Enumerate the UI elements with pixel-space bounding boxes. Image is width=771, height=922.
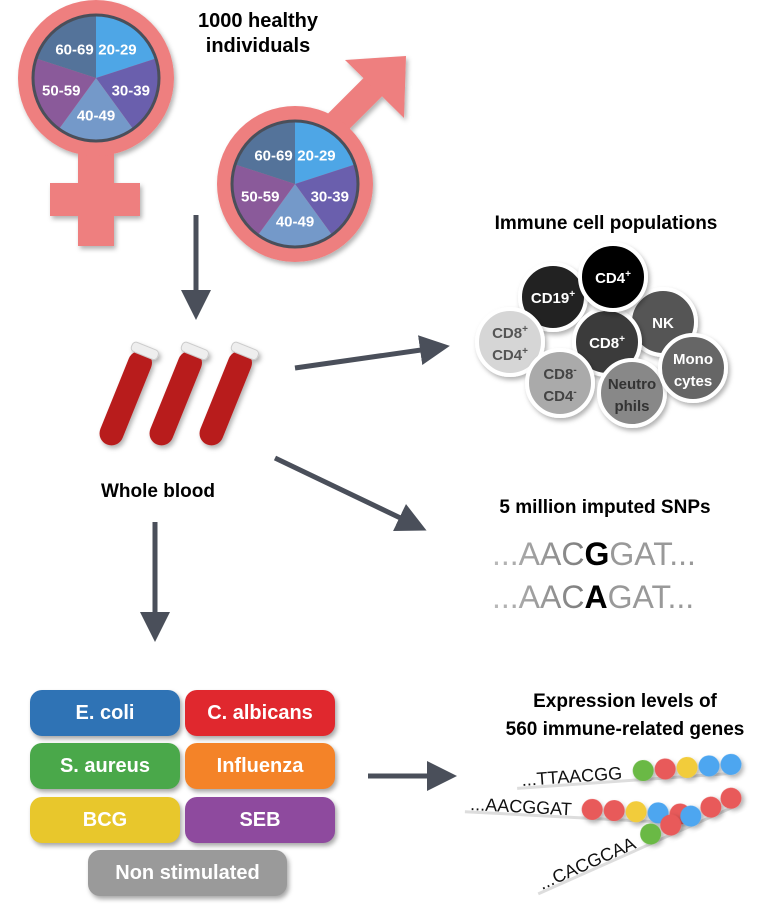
cell-cd19: CD19+ <box>518 262 588 332</box>
cell-label: cytes <box>674 373 712 390</box>
cell-label: NK <box>652 315 674 332</box>
cell-label: CD8+ <box>492 324 528 342</box>
stimulus-seb: SEB <box>185 797 335 843</box>
arrow-to-snps <box>273 455 427 532</box>
immune-cells: CD19+ NK CD8+ CD8+ CD4+ CD4+ CD8- CD4- Neutro phi… <box>475 242 728 428</box>
stimulus-s-aureus: S. aureus <box>30 743 180 789</box>
pie-label: 40-49 <box>77 108 115 125</box>
cell-label: Mono <box>673 351 713 368</box>
cell-monocytes: Mono cytes <box>658 333 728 403</box>
pie-slice-30-39 <box>295 164 358 235</box>
gene-sequence: ...CACGCAA <box>535 833 638 894</box>
expression-dot <box>654 758 676 780</box>
cell-label: CD4- <box>543 387 576 405</box>
seq1-post: GAT... <box>609 536 696 572</box>
seq2-variant: A <box>584 579 607 615</box>
pie-slice-20-29 <box>96 15 156 78</box>
expression-dot <box>625 801 647 823</box>
pie-label: 60-69 <box>55 41 93 58</box>
seq1-variant: G <box>584 536 609 572</box>
pie-slice-40-49 <box>257 184 333 248</box>
male-age-pie: 20-29 30-39 40-49 50-59 60-69 <box>230 119 360 249</box>
whole-blood-label: Whole blood <box>101 481 215 502</box>
expression-dot <box>632 760 654 782</box>
pie-slice-40-49 <box>58 78 134 141</box>
expression-title-1: Expression levels of <box>533 691 717 712</box>
pie-label: 60-69 <box>254 147 292 164</box>
seq2-pre: ...AAC <box>492 579 584 615</box>
expression-dot <box>700 796 722 818</box>
snp-sequence-1: ...AACGGAT... <box>492 536 696 572</box>
expression-rows: ...TTAACGG ...AACGGAT ...CACGCAA <box>464 753 742 896</box>
cell-label: CD4+ <box>595 269 631 287</box>
expression-dot <box>640 823 662 845</box>
arrow-to-immune-cells <box>294 335 450 371</box>
expression-row: ...AACGGAT <box>464 794 691 825</box>
pie-slice-20-29 <box>295 121 355 184</box>
pie-label: 50-59 <box>241 188 279 205</box>
pie-label: 40-49 <box>276 214 314 231</box>
cell-cd8cd4: CD8+ CD4+ <box>475 307 545 377</box>
cell-label: Neutro <box>608 376 656 393</box>
stimulus-non-stimulated: Non stimulated <box>88 850 287 896</box>
expression-title-2: 560 immune-related genes <box>506 719 745 740</box>
stimulus-c-albicans: C. albicans <box>185 690 335 736</box>
expression-dot <box>676 756 698 778</box>
pie-slice-60-69 <box>235 121 295 184</box>
pie-border <box>230 119 360 249</box>
female-age-pie: 20-29 30-39 40-49 50-59 60-69 <box>31 13 161 143</box>
title-line1: 1000 healthy <box>198 10 319 32</box>
expression-dot <box>581 798 603 820</box>
expression-dot <box>680 805 702 827</box>
pie-slice-50-59 <box>232 164 295 235</box>
pie-slice-50-59 <box>33 58 96 129</box>
expression-dot <box>720 753 742 775</box>
stimulus-influenza: Influenza <box>185 743 335 789</box>
cell-label: phils <box>614 398 649 415</box>
cell-label: CD19+ <box>531 289 575 307</box>
snp-sequence-2: ...AACAGAT... <box>492 579 694 615</box>
immune-title: Immune cell populations <box>495 213 718 234</box>
title-line2: individuals <box>206 35 310 57</box>
cell-label: CD4+ <box>492 346 528 364</box>
expression-row: ...TTAACGG <box>517 753 742 790</box>
seq2-post: GAT... <box>608 579 695 615</box>
pie-slice-30-39 <box>96 58 159 129</box>
cell-cd4: CD4+ <box>578 242 648 312</box>
cell-label: CD8+ <box>589 334 625 352</box>
pie-slice-60-69 <box>36 15 96 78</box>
stimulus-bcg: BCG <box>30 797 180 843</box>
gene-sequence: ...TTAACGG <box>521 763 623 790</box>
expression-dot <box>720 787 742 809</box>
expression-dot <box>660 814 682 836</box>
expression-dot <box>698 755 720 777</box>
cell-cd8cd4: CD8- CD4- <box>525 348 595 418</box>
pie-label: 50-59 <box>42 82 80 99</box>
snps-title: 5 million imputed SNPs <box>499 497 710 518</box>
cell-neutrophils: Neutro phils <box>597 358 667 428</box>
pie-label: 20-29 <box>297 147 335 164</box>
seq1-pre: ...AAC <box>492 536 584 572</box>
blood-tubes-icon <box>99 341 260 446</box>
pie-label: 20-29 <box>98 41 136 58</box>
stimulus-e-coli: E. coli <box>30 690 180 736</box>
gene-sequence: ...AACGGAT <box>470 794 573 819</box>
expression-dot <box>603 800 625 822</box>
pie-label: 30-39 <box>112 82 150 99</box>
pie-label: 30-39 <box>311 188 349 205</box>
cell-label: CD8- <box>543 365 576 383</box>
pie-border <box>31 13 161 143</box>
